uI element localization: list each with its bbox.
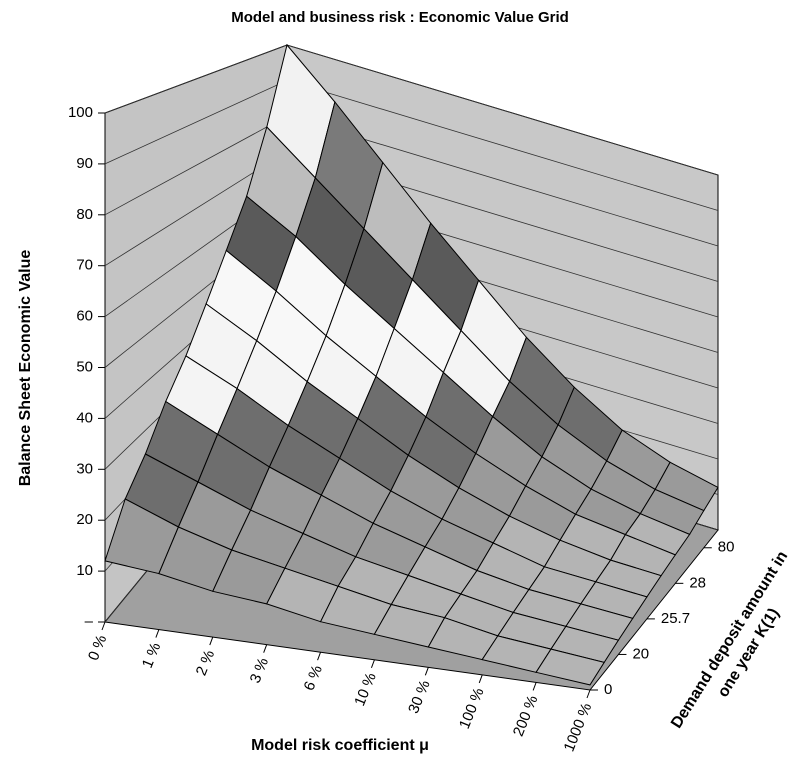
z-tick-label: 70 bbox=[76, 257, 93, 274]
chart-title: Model and business risk : Economic Value… bbox=[231, 9, 569, 26]
tick-mark bbox=[370, 659, 375, 668]
x-tick-label: 3 % bbox=[247, 655, 272, 685]
tick-mark bbox=[478, 674, 483, 684]
x-tick-label: 30 % bbox=[405, 678, 434, 716]
tick-mark bbox=[317, 652, 322, 661]
z-tick-label: 60 bbox=[76, 308, 93, 325]
y-tick-label: 25.7 bbox=[661, 610, 690, 627]
x-tick-label: 200 % bbox=[510, 693, 542, 739]
tick-mark bbox=[586, 689, 591, 699]
tick-mark bbox=[209, 636, 214, 646]
tick-mark bbox=[155, 629, 160, 638]
x-tick-label: 1 % bbox=[139, 640, 164, 670]
x-axis-title: Model risk coefficient μ bbox=[251, 737, 429, 754]
z-tick-label: – bbox=[85, 613, 94, 630]
tick-mark bbox=[101, 621, 106, 631]
x-tick-label: 1000 % bbox=[561, 701, 596, 755]
tick-mark bbox=[263, 644, 268, 653]
x-tick-label: 10 % bbox=[351, 670, 380, 708]
y-axis-title: Demand deposit amount in bbox=[668, 548, 791, 731]
x-tick-label: 2 % bbox=[193, 648, 218, 678]
z-tick-label: 40 bbox=[76, 409, 93, 426]
y-tick-label: 80 bbox=[718, 539, 735, 556]
y-tick-label: 0 bbox=[604, 681, 612, 698]
z-tick-label: 50 bbox=[76, 358, 93, 375]
z-tick-label: 90 bbox=[76, 155, 93, 172]
x-tick-label: 6 % bbox=[301, 663, 326, 693]
z-tick-label: 10 bbox=[76, 562, 93, 579]
surface-cell bbox=[535, 648, 605, 686]
z-tick-label: 100 bbox=[68, 104, 93, 121]
x-tick-label: 100 % bbox=[456, 686, 488, 732]
y-tick-label: 28 bbox=[689, 574, 706, 591]
z-tick-label: 30 bbox=[76, 460, 93, 477]
z-axis-title: Balance Sheet Economic Value bbox=[17, 250, 34, 487]
x-tick-label: 0 % bbox=[85, 633, 110, 663]
z-tick-label: 20 bbox=[76, 511, 93, 528]
y-tick-label: 20 bbox=[632, 645, 649, 662]
z-tick-label: 80 bbox=[76, 206, 93, 223]
tick-mark bbox=[424, 667, 429, 676]
tick-mark bbox=[532, 682, 537, 691]
